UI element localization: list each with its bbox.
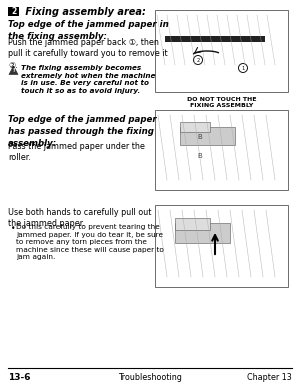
Bar [155,110,288,190]
Text: 13-6: 13-6 [8,373,31,382]
Text: !: ! [12,68,15,73]
Text: Do this carefully to prevent tearing the
jammed paper. If you do tear it, be sur: Do this carefully to prevent tearing the… [16,224,164,261]
Text: Top edge of the jammed paper in
the fixing assembly:: Top edge of the jammed paper in the fixi… [8,20,169,41]
Text: Top edge of the jammed paper
has passed through the fixing
assembly:: Top edge of the jammed paper has passed … [8,115,157,147]
Text: Pass the jammed paper under the
roller.: Pass the jammed paper under the roller. [8,142,145,163]
Text: Fixing assembly area:: Fixing assembly area: [22,7,146,17]
Bar [8,7,19,16]
Text: Chapter 13: Chapter 13 [247,373,292,382]
Bar [180,127,235,145]
Bar [180,122,210,132]
Bar [155,205,288,287]
Bar [155,10,288,92]
Text: 2: 2 [11,7,16,16]
Bar [165,36,265,42]
Text: •: • [11,224,16,233]
Polygon shape [9,66,18,74]
Text: Use both hands to carefully pull out
the jammed paper.: Use both hands to carefully pull out the… [8,208,152,229]
Text: 1: 1 [241,66,245,71]
Bar [175,223,230,243]
Text: Troubleshooting: Troubleshooting [118,373,182,382]
Text: 2: 2 [196,58,200,63]
Bar [175,218,210,230]
Text: DO NOT TOUCH THE
FIXING ASSEMBLY: DO NOT TOUCH THE FIXING ASSEMBLY [187,97,256,108]
Text: Push the jammed paper back ①, then
pull it carefully toward you to remove it
②.: Push the jammed paper back ①, then pull … [8,38,168,70]
Text: B: B [198,134,203,140]
Text: The fixing assembly becomes
extremely hot when the machine
is in use. Be very ca: The fixing assembly becomes extremely ho… [21,65,155,94]
Text: B: B [198,153,203,159]
